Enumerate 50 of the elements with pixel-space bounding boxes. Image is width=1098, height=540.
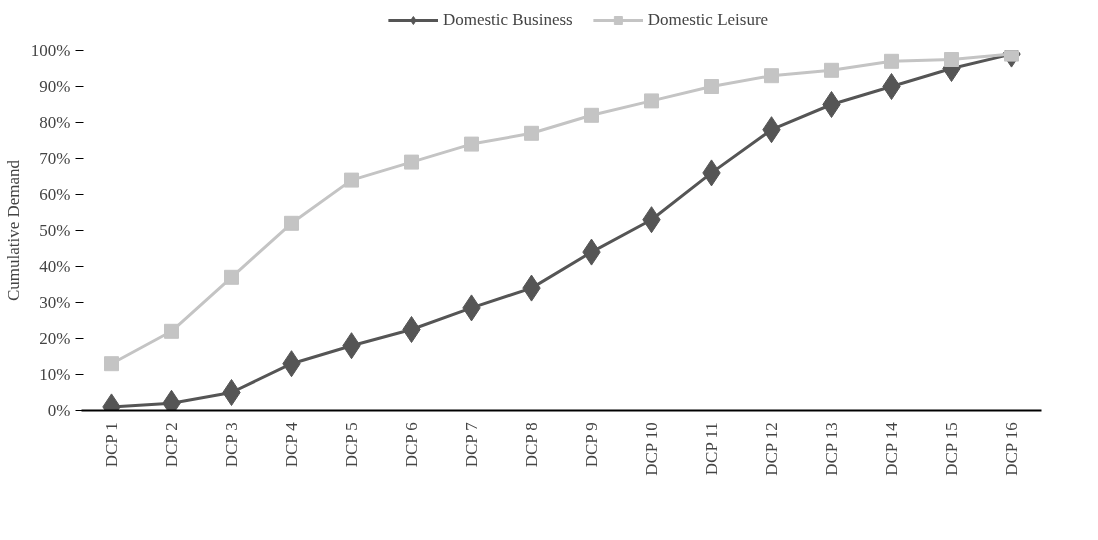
legend-label: Domestic Business bbox=[442, 10, 573, 30]
y-tick-label: 80% bbox=[39, 113, 71, 132]
point bbox=[524, 125, 539, 141]
point bbox=[464, 136, 479, 152]
point bbox=[822, 91, 841, 118]
point bbox=[222, 379, 241, 406]
point bbox=[1004, 50, 1019, 62]
x-tick-label: DCP 15 bbox=[942, 422, 961, 476]
legend-label: Domestic Leisure bbox=[647, 10, 769, 30]
point bbox=[164, 323, 179, 339]
point bbox=[824, 62, 839, 78]
x-tick-label: DCP 1 bbox=[102, 422, 121, 468]
y-tick-label: 30% bbox=[39, 293, 71, 312]
y-tick-label: 10% bbox=[39, 365, 71, 384]
y-axis-title: Cumulative Demand bbox=[3, 159, 23, 302]
y-tick-label: 40% bbox=[39, 257, 71, 276]
point bbox=[104, 356, 119, 372]
y-tick-label: 0% bbox=[47, 401, 71, 420]
x-tick-label: DCP 6 bbox=[402, 422, 421, 468]
point bbox=[344, 172, 359, 188]
point bbox=[882, 73, 901, 100]
point bbox=[224, 269, 239, 285]
y-tick-label: 90% bbox=[39, 77, 71, 96]
point bbox=[944, 52, 959, 67]
point bbox=[402, 316, 421, 343]
x-tick-label: DCP 13 bbox=[822, 422, 841, 476]
y-tick-label: 60% bbox=[39, 185, 71, 204]
y-tick-label: 20% bbox=[39, 329, 71, 348]
point bbox=[284, 215, 299, 231]
point bbox=[584, 107, 599, 123]
y-tick-label: 100% bbox=[30, 41, 71, 60]
x-tick-label: DCP 2 bbox=[162, 422, 181, 468]
point bbox=[764, 68, 779, 84]
x-tick-label: DCP 11 bbox=[702, 422, 721, 476]
y-tick-label: 50% bbox=[39, 221, 71, 240]
y-tick-label: 70% bbox=[39, 149, 71, 168]
point bbox=[404, 154, 419, 170]
x-tick-label: DCP 3 bbox=[222, 422, 241, 468]
x-tick-label: DCP 5 bbox=[342, 422, 361, 468]
point bbox=[884, 53, 899, 69]
point bbox=[644, 93, 659, 109]
point bbox=[704, 79, 719, 94]
x-tick-label: DCP 4 bbox=[282, 421, 301, 468]
x-tick-label: DCP 8 bbox=[522, 422, 541, 468]
x-tick-label: DCP 9 bbox=[582, 422, 601, 468]
x-tick-label: DCP 12 bbox=[762, 422, 781, 476]
x-tick-label: DCP 14 bbox=[882, 421, 901, 476]
x-tick-label: DCP 16 bbox=[1002, 422, 1021, 476]
x-tick-label: DCP 7 bbox=[462, 421, 481, 468]
x-tick-label: DCP 10 bbox=[642, 422, 661, 476]
